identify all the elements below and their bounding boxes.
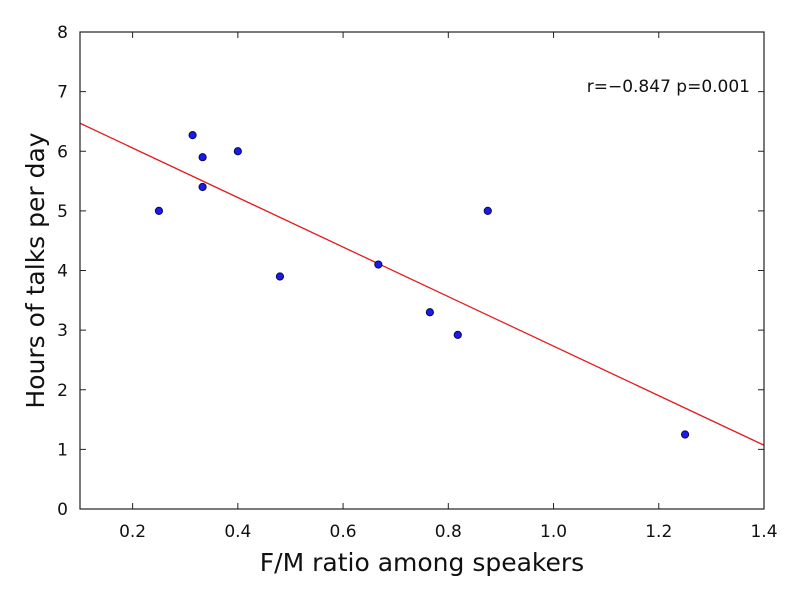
data-point bbox=[198, 153, 207, 162]
x-tick-label: 0.8 bbox=[435, 522, 462, 542]
x-tick-labels: 0.2 0.4 0.6 0.8 1.0 1.2 1.4 bbox=[119, 522, 777, 542]
correlation-annotation: r=−0.847 p=0.001 bbox=[587, 77, 750, 97]
plot-frame bbox=[79, 31, 765, 510]
y-tick-label: 3 bbox=[57, 321, 68, 341]
y-tick-label: 5 bbox=[57, 202, 68, 222]
data-point bbox=[483, 206, 492, 215]
x-tick-label: 1.0 bbox=[540, 522, 567, 542]
data-point bbox=[680, 430, 690, 439]
data-point bbox=[425, 308, 434, 317]
y-tick-label: 7 bbox=[57, 83, 68, 103]
data-point bbox=[154, 206, 164, 215]
x-tick-label: 0.2 bbox=[119, 522, 146, 542]
data-points bbox=[154, 131, 690, 439]
y-axis-title: Hours of talks per day bbox=[21, 132, 50, 408]
data-point bbox=[188, 131, 197, 140]
y-tick-labels: 0 1 2 3 4 5 6 7 8 bbox=[57, 23, 68, 520]
x-tick-label: 1.4 bbox=[750, 522, 777, 542]
y-tick-label: 1 bbox=[57, 440, 68, 460]
y-tick-label: 8 bbox=[57, 23, 68, 43]
data-point bbox=[198, 182, 207, 192]
y-tick-label: 4 bbox=[57, 262, 68, 282]
x-tick-label: 0.4 bbox=[224, 522, 251, 542]
data-point bbox=[233, 147, 242, 156]
axis-ticks bbox=[80, 31, 765, 510]
y-tick-label: 0 bbox=[57, 500, 68, 520]
x-axis-title: F/M ratio among speakers bbox=[260, 548, 584, 577]
regression-line bbox=[79, 122, 765, 446]
data-point bbox=[275, 272, 285, 281]
data-point bbox=[374, 260, 383, 269]
x-tick-label: 0.6 bbox=[330, 522, 357, 542]
x-tick-label: 1.2 bbox=[645, 522, 672, 542]
y-tick-label: 2 bbox=[57, 381, 68, 401]
y-tick-label: 6 bbox=[57, 142, 68, 162]
data-point bbox=[453, 330, 462, 339]
